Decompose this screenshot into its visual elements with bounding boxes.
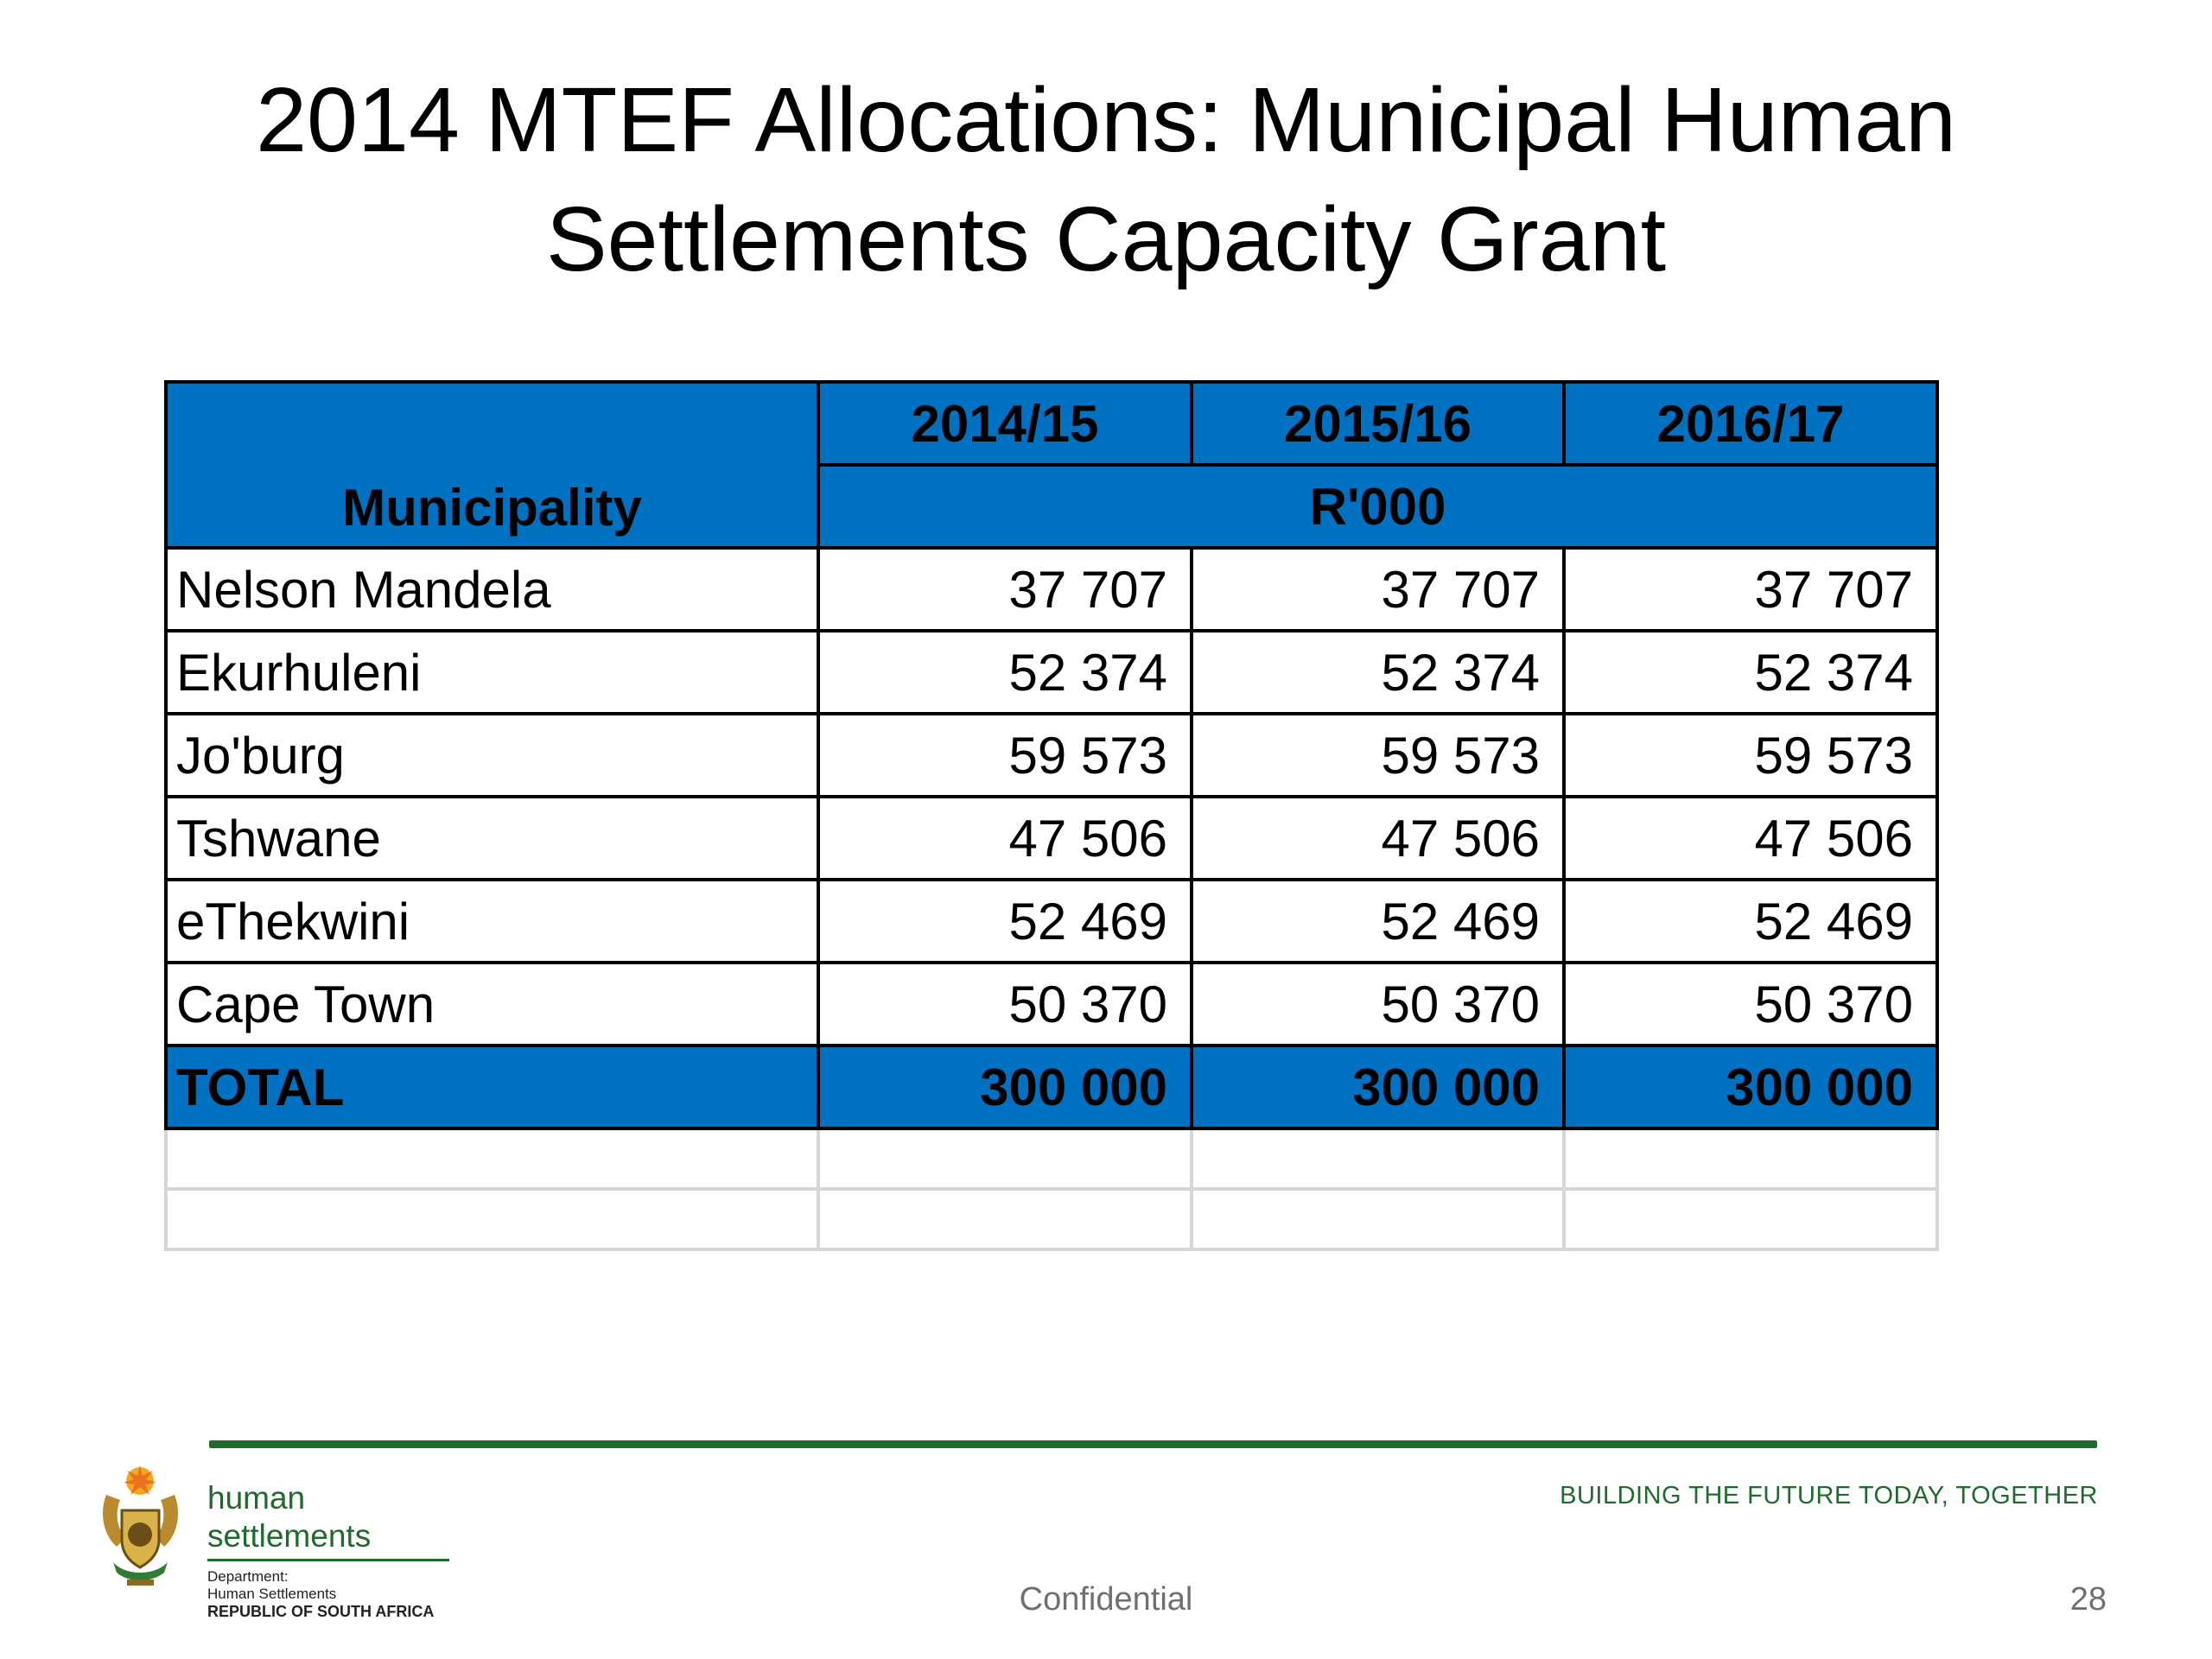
department-label: Department: <box>207 1568 289 1585</box>
header-unit: R'000 <box>817 463 1939 550</box>
empty-cell <box>817 1127 1193 1191</box>
allocation-value: 50 370 <box>817 961 1193 1047</box>
total-value: 300 000 <box>817 1044 1193 1130</box>
empty-cell <box>1562 1127 1939 1191</box>
header-row-unit: R'000 <box>166 463 1939 550</box>
title-line-1: 2014 MTEF Allocations: Municipal Human <box>256 69 1956 171</box>
department-name: human settlements <box>207 1479 449 1561</box>
allocation-value: 59 573 <box>817 712 1193 798</box>
empty-cell <box>1190 1187 1566 1251</box>
header-year: 2016/17 <box>1562 380 1939 467</box>
empty-cell <box>1190 1127 1566 1191</box>
allocation-value: 52 469 <box>817 878 1193 964</box>
total-value: 300 000 <box>1562 1044 1939 1130</box>
table-body: Nelson Mandela 37 707 37 707 37 707 Ekurhule… <box>164 546 1939 1047</box>
table-row: Jo'burg 59 573 59 573 59 573 <box>164 712 1939 798</box>
allocation-value: 47 506 <box>1190 795 1566 881</box>
municipality-name: eThekwini <box>164 878 820 964</box>
allocation-value: 50 370 <box>1190 961 1566 1047</box>
allocation-value: 47 506 <box>1562 795 1939 881</box>
table-row: eThekwini 52 469 52 469 52 469 <box>164 878 1939 964</box>
footer-rule <box>209 1440 2097 1448</box>
allocation-value: 52 469 <box>1562 878 1939 964</box>
allocation-value: 37 707 <box>817 546 1193 632</box>
empty-row <box>164 1187 1939 1251</box>
municipality-name: Nelson Mandela <box>164 546 820 632</box>
empty-cell <box>1562 1187 1939 1251</box>
allocation-value: 52 374 <box>1562 629 1939 715</box>
allocation-value: 59 573 <box>1190 712 1566 798</box>
empty-cell <box>817 1187 1193 1251</box>
total-label: TOTAL <box>164 1044 820 1130</box>
empty-row <box>164 1127 1939 1191</box>
municipality-name: Tshwane <box>164 795 820 881</box>
table-row: Cape Town 50 370 50 370 50 370 <box>164 961 1939 1047</box>
allocations-table: Municipality 2014/15 2015/16 2016/17 R'0… <box>164 380 1939 1251</box>
municipality-name: Jo'burg <box>164 712 820 798</box>
header-year: 2015/16 <box>1190 380 1566 467</box>
department-block: human settlements Department: Human Sett… <box>207 1479 449 1620</box>
header-municipality: Municipality <box>164 380 820 550</box>
allocation-value: 37 707 <box>1190 546 1566 632</box>
allocation-value: 52 469 <box>1190 878 1566 964</box>
allocation-value: 50 370 <box>1562 961 1939 1047</box>
table-row: Tshwane 47 506 47 506 47 506 <box>164 795 1939 881</box>
header-year: 2014/15 <box>817 380 1193 467</box>
country-name: REPUBLIC OF SOUTH AFRICA <box>207 1603 435 1620</box>
total-row: TOTAL 300 000 300 000 300 000 <box>164 1044 1939 1130</box>
header-row-years: Municipality 2014/15 2015/16 2016/17 <box>164 380 1939 550</box>
empty-cell <box>164 1127 820 1191</box>
table-row: Ekurhuleni 52 374 52 374 52 374 <box>164 629 1939 715</box>
department-title: Human Settlements <box>207 1586 337 1602</box>
confidential-label: Confidential <box>1019 1581 1193 1618</box>
allocation-value: 52 374 <box>817 629 1193 715</box>
table-row: Nelson Mandela 37 707 37 707 37 707 <box>164 546 1939 632</box>
municipality-name: Ekurhuleni <box>164 629 820 715</box>
slide-title: 2014 MTEF Allocations: Municipal Human S… <box>0 60 2212 299</box>
empty-cell <box>164 1187 820 1251</box>
allocation-value: 37 707 <box>1562 546 1939 632</box>
allocation-value: 52 374 <box>1190 629 1566 715</box>
coat-of-arms-icon <box>103 1465 178 1586</box>
page-number: 28 <box>2069 1581 2107 1618</box>
municipality-name: Cape Town <box>164 961 820 1047</box>
allocation-value: 47 506 <box>817 795 1193 881</box>
total-value: 300 000 <box>1190 1044 1566 1130</box>
allocation-value: 59 573 <box>1562 712 1939 798</box>
title-line-2: Settlements Capacity Grant <box>545 188 1667 290</box>
tagline: BUILDING THE FUTURE TODAY, TOGETHER <box>1560 1482 2098 1510</box>
